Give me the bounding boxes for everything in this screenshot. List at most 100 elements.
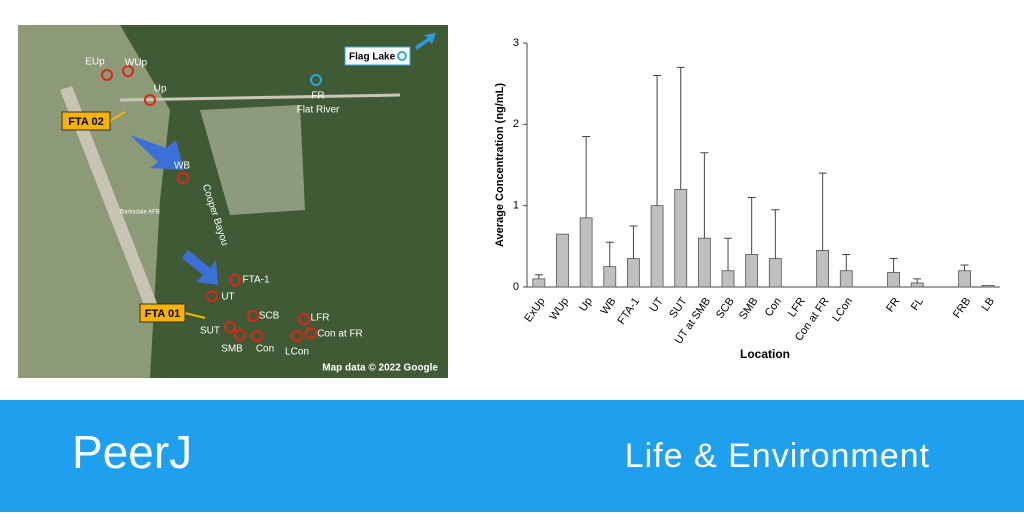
x-tick-label: FRB <box>951 296 973 321</box>
logo: PeerJ <box>72 426 192 478</box>
x-tick-label: FR <box>884 295 902 314</box>
map-arrow <box>182 250 218 285</box>
map-label: Con <box>256 344 274 355</box>
map-marker <box>234 329 246 341</box>
bar <box>674 188 688 288</box>
x-tick-label: Con <box>763 296 784 319</box>
y-tick-label: 0 <box>513 281 519 293</box>
error-bar <box>629 225 638 259</box>
map-label-box <box>139 303 186 323</box>
map-pointer <box>109 111 126 122</box>
map-road <box>119 93 401 102</box>
map-marker <box>144 94 156 106</box>
map-label: Barksdale AFB <box>120 210 160 216</box>
map-label: WB <box>174 161 190 172</box>
error-bar <box>889 258 898 273</box>
bar <box>910 282 924 288</box>
x-tick-label: FTA-1 <box>615 296 642 327</box>
bar <box>887 271 900 288</box>
map-label: FTA 02 <box>68 116 103 128</box>
map-base-area <box>200 105 305 215</box>
map-credit: Map data © 2022 Google <box>322 363 438 374</box>
error-bar <box>582 136 591 218</box>
x-tick-label: LFR <box>786 295 808 319</box>
x-tick-label: LCon <box>830 296 855 324</box>
x-axis-title: Location <box>740 347 790 361</box>
map-arrow <box>415 33 436 50</box>
x-tick-label: LB <box>979 296 997 314</box>
bar <box>981 284 995 288</box>
map-marker <box>206 290 218 302</box>
y-tick-label: 2 <box>513 118 519 130</box>
map-marker <box>291 330 303 342</box>
bar <box>768 258 782 288</box>
map-pointer <box>184 312 206 319</box>
error-bar <box>724 237 733 271</box>
error-bar <box>771 209 780 259</box>
map-label: Up <box>154 84 167 95</box>
y-axis-title: Average Concentration (ng/mL) <box>494 83 506 247</box>
bar <box>650 205 664 288</box>
map-label: LCon <box>285 347 309 358</box>
bar <box>697 237 711 288</box>
y-tick-label: 3 <box>513 37 519 49</box>
map-runway <box>60 86 162 320</box>
map-airfield <box>18 25 170 378</box>
x-tick-label: UT <box>648 295 666 314</box>
map-label: SCB <box>259 311 280 322</box>
section-title: Life & Environment <box>625 437 930 475</box>
x-tick-label: Up <box>577 296 595 314</box>
error-bar <box>818 172 827 251</box>
map-marker <box>298 313 310 325</box>
error-bar <box>653 75 662 206</box>
map-marker <box>122 65 134 77</box>
map-arrow <box>130 135 184 170</box>
map-marker <box>397 51 407 61</box>
map-marker <box>229 274 241 286</box>
bar <box>603 266 617 288</box>
map-marker <box>310 74 322 86</box>
x-tick-label: SUT <box>667 295 690 320</box>
map-label: FTA-1 <box>242 275 269 286</box>
bar <box>745 254 759 288</box>
bar <box>532 278 546 288</box>
bar <box>579 217 593 288</box>
error-bar <box>534 274 543 279</box>
x-tick-label: FL <box>909 296 926 313</box>
map-label: Flag Lake <box>349 52 396 63</box>
map-label: UT <box>221 292 234 303</box>
map-marker <box>224 321 236 333</box>
error-bar <box>913 278 922 283</box>
error-bar <box>676 66 685 190</box>
map-label: Con at FR <box>317 329 363 340</box>
x-tick-label: WUp <box>547 296 571 323</box>
banner <box>0 400 1024 512</box>
map-label: SUT <box>200 326 220 337</box>
map-marker <box>247 310 259 322</box>
map-label-box <box>61 111 111 131</box>
map-marker <box>177 172 189 184</box>
map-marker <box>101 69 113 81</box>
map-label: FTA 01 <box>145 308 180 320</box>
y-tick-label: 1 <box>513 200 519 212</box>
x-tick-label: ExUp <box>522 296 547 325</box>
map-marker <box>305 327 317 339</box>
bar <box>958 270 971 288</box>
error-bar <box>700 152 709 239</box>
error-bar <box>605 241 614 267</box>
map-label: LFR <box>311 313 330 324</box>
bar <box>816 249 830 288</box>
map-label: WUp <box>125 58 148 69</box>
bar <box>839 270 853 288</box>
map-label: SMB <box>221 344 243 355</box>
error-bar <box>842 253 851 271</box>
map-marker <box>251 330 263 342</box>
error-bar <box>960 264 969 271</box>
x-tick-label: SCB <box>714 296 737 321</box>
bar <box>556 233 569 288</box>
map-label: FR <box>311 91 324 102</box>
map-label-box <box>344 46 411 66</box>
error-bar <box>747 197 756 255</box>
x-tick-label: SMB <box>737 296 761 322</box>
